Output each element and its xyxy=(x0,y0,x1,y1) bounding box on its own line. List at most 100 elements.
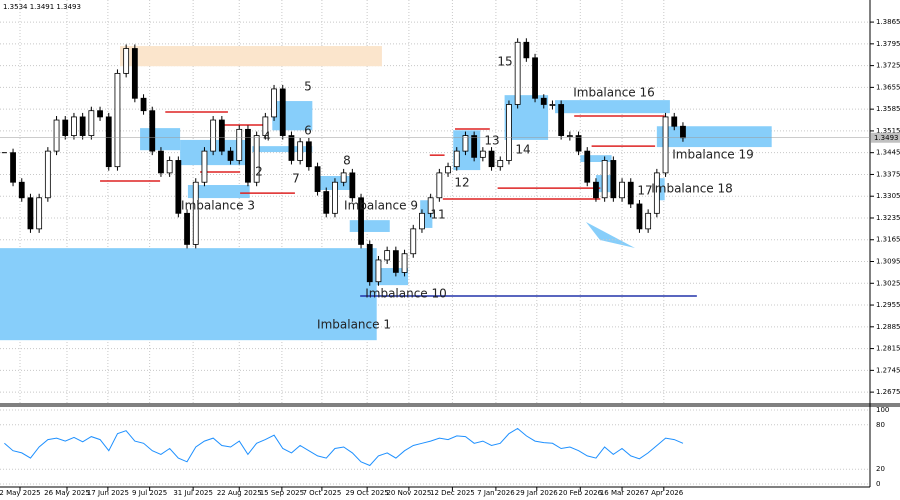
annotation: 13 xyxy=(484,134,499,148)
candle xyxy=(549,104,556,106)
x-tick-label: 7 Jan 2026 xyxy=(477,489,515,497)
x-tick-label: 16 Mar 2026 xyxy=(600,489,645,497)
candle xyxy=(27,197,34,230)
x-tick-label: 29 Jan 2026 xyxy=(516,489,559,497)
candle xyxy=(18,181,25,199)
candle xyxy=(540,97,547,105)
annotation: 12 xyxy=(454,176,469,190)
candle xyxy=(462,135,469,152)
candle xyxy=(645,212,652,230)
candle xyxy=(245,128,251,183)
candle xyxy=(288,135,295,161)
candle xyxy=(149,110,156,152)
candle xyxy=(271,88,277,118)
x-tick-label: 9 Jul 2025 xyxy=(132,489,167,497)
imbalance-zone xyxy=(580,155,612,163)
imbalance-zone xyxy=(0,248,377,341)
y-tick-label: 0 xyxy=(876,480,880,488)
y-tick-label: 1.3305 xyxy=(876,192,900,200)
candle xyxy=(158,150,164,174)
imbalance-zone xyxy=(140,128,181,151)
candle xyxy=(523,41,530,59)
y-tick-label: 20 xyxy=(876,465,885,473)
candle xyxy=(610,160,617,199)
candle xyxy=(114,72,121,168)
candle xyxy=(123,48,130,74)
annotation: Imbalance 10 xyxy=(365,287,447,301)
imbalance-zone xyxy=(349,220,390,232)
candle xyxy=(36,197,43,230)
x-tick-label: 17 Jun 2025 xyxy=(87,489,129,497)
candle xyxy=(253,135,260,183)
annotation: 14 xyxy=(515,143,530,157)
x-tick-label: 7 Oct 2025 xyxy=(302,489,341,497)
y-tick-label: 1.3445 xyxy=(876,149,900,157)
imbalance-zone xyxy=(187,185,250,199)
candle xyxy=(201,150,208,183)
candle xyxy=(445,166,451,174)
annotation: 11 xyxy=(430,208,445,222)
candle xyxy=(584,150,591,183)
candle xyxy=(332,181,338,214)
x-tick-label: 20 Feb 2026 xyxy=(559,489,603,497)
x-tick-label: 26 May 2025 xyxy=(44,489,90,497)
candle xyxy=(514,41,521,105)
y-tick-label: 1.3235 xyxy=(876,214,900,222)
imbalance-zone xyxy=(252,146,313,153)
y-tick-label: 100 xyxy=(876,406,889,414)
candle xyxy=(314,166,321,192)
x-tick-label: 2 May 2025 xyxy=(0,489,41,497)
annotation: 5 xyxy=(304,80,312,94)
y-tick-label: 1.3865 xyxy=(876,18,900,26)
x-tick-label: 22 Aug 2025 xyxy=(217,489,262,497)
candle xyxy=(375,259,382,283)
candle xyxy=(392,250,399,273)
candle xyxy=(566,135,573,137)
candle xyxy=(297,141,304,161)
candle xyxy=(471,135,478,158)
y-tick-label: 1.2815 xyxy=(876,345,900,353)
candle xyxy=(62,119,69,136)
annotation: 7 xyxy=(292,172,300,186)
y-tick-label: 80 xyxy=(876,421,885,429)
y-tick-label: 1.3585 xyxy=(876,105,900,113)
candle xyxy=(680,125,686,139)
candle xyxy=(479,150,486,158)
rsi-line xyxy=(4,427,684,467)
candle xyxy=(627,181,634,205)
annotation: Imbalance 19 xyxy=(672,148,754,162)
annotation: Imbalance 1 xyxy=(317,318,391,332)
y-tick-label: 1.3725 xyxy=(876,62,900,70)
candle xyxy=(44,150,51,199)
y-tick-label: 1.2745 xyxy=(876,366,900,374)
candle xyxy=(340,172,347,183)
annotation: 15 xyxy=(497,55,512,69)
candle xyxy=(453,150,460,168)
candle xyxy=(662,116,669,174)
candle xyxy=(131,48,138,99)
x-tick-label: 15 Sep 2025 xyxy=(260,489,304,497)
x-tick-label: 31 Jul 2025 xyxy=(173,489,213,497)
candle xyxy=(166,160,173,174)
imbalance-zone xyxy=(376,268,409,286)
annotation: Imbalance 18 xyxy=(651,182,733,196)
candle xyxy=(105,116,112,168)
x-tick-label: 7 Apr 2026 xyxy=(644,489,683,497)
y-tick-label: 1.3795 xyxy=(876,40,900,48)
current-price-label: 1.3493 xyxy=(874,134,899,142)
candle xyxy=(593,181,599,199)
x-tick-label: 12 Dec 2025 xyxy=(430,489,475,497)
x-tick-label: 29 Oct 2025 xyxy=(345,489,388,497)
candle xyxy=(401,253,408,273)
candle xyxy=(575,135,582,152)
candle xyxy=(140,97,147,112)
candle xyxy=(384,250,391,261)
candle xyxy=(97,110,103,118)
annotation: 8 xyxy=(343,154,351,168)
imbalance-zone xyxy=(555,100,670,114)
wedge-shape xyxy=(586,222,635,248)
candle xyxy=(262,116,269,136)
candle xyxy=(10,152,16,183)
candle xyxy=(427,197,434,214)
